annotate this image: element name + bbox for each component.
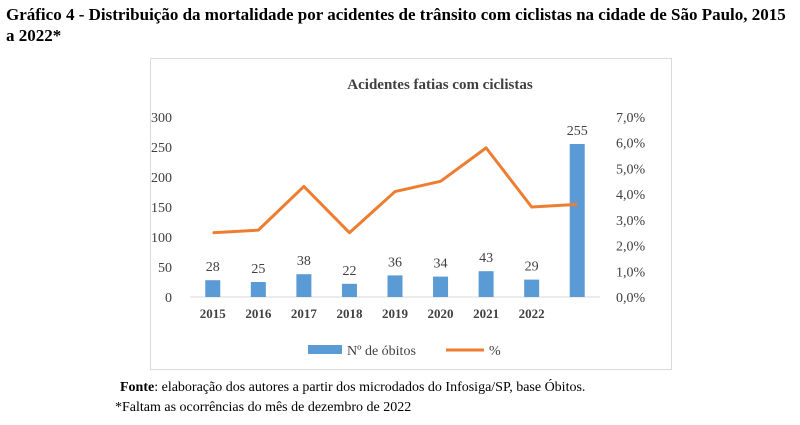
line-point	[348, 232, 350, 234]
line-point	[394, 191, 396, 193]
bar-value-label: 22	[342, 264, 356, 279]
bar-series	[205, 144, 585, 297]
y-right-tick-label: 3,0%	[616, 214, 646, 229]
bar-value-label: 43	[479, 251, 493, 266]
bar	[387, 275, 403, 297]
y-right-tick-label: 5,0%	[616, 162, 646, 177]
y-right-tick-label: 2,0%	[616, 240, 646, 255]
y-axis-right: 0,0% 1,0% 2,0% 3,0% 4,0% 5,0% 6,0% 7,0%	[616, 111, 646, 306]
legend: Nº de óbitos%	[308, 344, 501, 359]
y-right-tick-label: 4,0%	[616, 188, 646, 203]
x-tick-label: 2015	[200, 306, 227, 321]
line-point	[531, 206, 533, 208]
legend-label-line: %	[489, 344, 501, 359]
legend-label-bars: Nº de óbitos	[347, 344, 416, 359]
bar	[569, 144, 585, 297]
y-right-tick-label: 7,0%	[616, 111, 646, 126]
x-tick-label: 2022	[519, 306, 545, 321]
bar-labels: 28 25 38 22 36 34 43 29 255	[206, 124, 588, 279]
line-point	[485, 147, 487, 149]
y-left-tick-label: 250	[151, 141, 172, 156]
bar-value-label: 25	[251, 262, 265, 277]
bar-value-label: 28	[206, 260, 220, 275]
y-left-tick-label: 0	[165, 291, 172, 306]
bar-value-label: 36	[388, 255, 402, 270]
figure-title: Gráfico 4 - Distribuição da mortalidade …	[6, 5, 786, 45]
line-point	[212, 232, 214, 234]
source-label: Fonte	[120, 380, 155, 395]
x-tick-label: 2020	[428, 306, 454, 321]
y-left-tick-label: 150	[151, 201, 172, 216]
footnote: *Faltam as ocorrências do mês de dezembr…	[115, 400, 412, 415]
y-right-tick-label: 6,0%	[616, 137, 646, 152]
x-tick-label: 2021	[473, 306, 499, 321]
chart-area	[150, 58, 672, 370]
line-point	[440, 180, 442, 182]
source-note: Fonte: elaboração dos autores a partir d…	[120, 378, 585, 397]
x-tick-label: 2018	[336, 306, 363, 321]
y-left-tick-label: 100	[151, 231, 172, 246]
legend-swatch-bars	[308, 345, 342, 354]
y-right-tick-label: 1,0%	[616, 265, 646, 280]
x-tick-label: 2016	[245, 306, 272, 321]
line-point	[257, 229, 259, 231]
x-axis: 2015 2016 2017 2018 2019 2020 2021 2022	[190, 296, 600, 321]
y-left-tick-label: 300	[151, 111, 172, 126]
bar	[296, 274, 312, 297]
bar	[524, 279, 540, 297]
x-tick-label: 2017	[291, 306, 318, 321]
bar	[478, 271, 494, 297]
line-point	[576, 203, 578, 205]
percent-line	[212, 146, 578, 235]
y-left-tick-label: 200	[151, 171, 172, 186]
bar	[250, 282, 266, 297]
bar-value-label: 38	[297, 254, 311, 269]
y-left-tick-label: 50	[158, 261, 172, 276]
bar	[433, 276, 449, 297]
bar	[341, 283, 357, 297]
chart-title: Acidentes fatias com ciclistas	[347, 77, 533, 93]
bar-value-label: 255	[567, 124, 588, 139]
line-point	[303, 185, 305, 187]
bar-value-label: 29	[525, 260, 539, 275]
bar-value-label: 34	[434, 257, 448, 272]
y-axis-left: 0 50 100 150 200 250 300	[151, 111, 172, 306]
line-series	[212, 146, 578, 235]
x-tick-label: 2019	[382, 306, 409, 321]
bar	[205, 280, 221, 297]
source-text: : elaboração dos autores a partir dos mi…	[154, 380, 586, 395]
y-right-tick-label: 0,0%	[616, 291, 646, 306]
